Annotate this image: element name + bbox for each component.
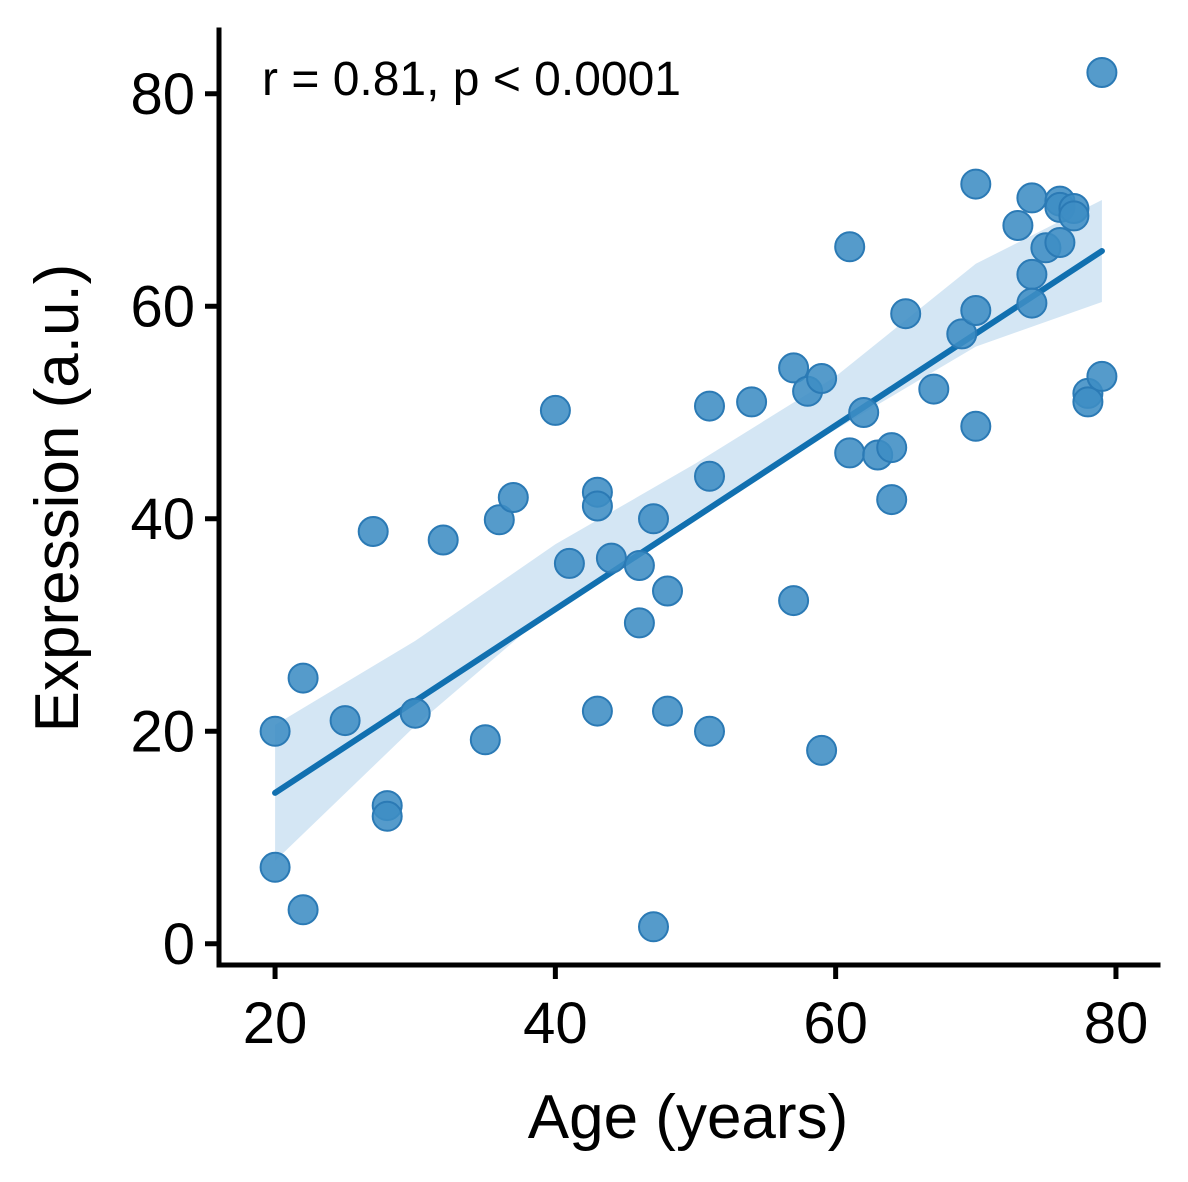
data-point xyxy=(778,585,810,617)
data-point xyxy=(469,724,501,756)
data-point xyxy=(483,504,515,536)
data-point xyxy=(329,705,361,737)
data-point xyxy=(259,715,291,747)
axes xyxy=(216,27,1161,968)
data-point xyxy=(1002,210,1034,241)
data-point xyxy=(960,410,992,442)
data-point xyxy=(834,231,866,263)
data-point xyxy=(652,695,683,727)
data-point xyxy=(287,894,319,926)
data-point xyxy=(1058,200,1090,232)
x-tick-label: 80 xyxy=(1084,991,1149,1056)
data-point xyxy=(623,607,655,639)
data-point xyxy=(357,516,389,547)
data-point xyxy=(694,390,725,422)
data-point xyxy=(595,542,627,574)
data-point xyxy=(694,715,725,747)
data-point xyxy=(427,524,459,556)
data-point xyxy=(581,695,613,727)
data-point xyxy=(834,437,866,469)
y-tick-label: 0 xyxy=(163,912,195,977)
data-point xyxy=(1072,386,1104,418)
data-point xyxy=(848,397,880,428)
data-point xyxy=(371,800,403,832)
data-point xyxy=(806,734,838,766)
y-tick-label: 20 xyxy=(130,699,195,764)
x-tick-label: 40 xyxy=(523,991,588,1056)
data-point xyxy=(1016,258,1048,290)
data-point xyxy=(623,550,655,581)
data-point xyxy=(876,484,908,516)
confidence-band xyxy=(275,200,1102,861)
x-axis-title: Age (years) xyxy=(528,1083,848,1152)
data-point xyxy=(1086,360,1118,392)
data-point xyxy=(287,662,319,694)
data-point xyxy=(1016,182,1048,214)
regression-line-layer xyxy=(272,248,1105,796)
x-tick-label: 20 xyxy=(243,991,308,1056)
data-point xyxy=(736,386,768,418)
data-point xyxy=(960,168,992,200)
data-point xyxy=(652,575,683,607)
data-point xyxy=(497,482,529,513)
data-point xyxy=(918,373,950,405)
data-point xyxy=(694,460,725,492)
y-tick-label: 40 xyxy=(130,487,195,552)
data-point xyxy=(876,432,908,464)
data-point xyxy=(539,394,571,426)
confidence-band-layer xyxy=(275,200,1102,861)
data-point xyxy=(638,503,669,535)
regression-line xyxy=(272,248,1105,796)
x-tick-label: 60 xyxy=(803,991,868,1056)
data-point xyxy=(581,490,613,522)
data-point xyxy=(1086,57,1118,88)
data-points-layer xyxy=(259,57,1118,943)
y-axis-title: Expression (a.u.) xyxy=(23,264,92,733)
tick-marks: 20 40 60 80 0 20 40 60 80 xyxy=(130,62,1148,1056)
data-point xyxy=(259,851,291,883)
data-point xyxy=(1016,287,1048,319)
data-point xyxy=(806,363,838,394)
y-tick-label: 60 xyxy=(130,274,195,339)
data-point xyxy=(890,298,922,330)
data-point xyxy=(399,697,431,729)
data-point xyxy=(553,547,585,579)
data-point xyxy=(960,295,992,326)
y-tick-label: 80 xyxy=(130,62,195,127)
data-point xyxy=(778,352,810,384)
correlation-annotation: r = 0.81, p < 0.0001 xyxy=(262,53,681,106)
data-point xyxy=(1044,227,1076,258)
data-point xyxy=(638,911,669,943)
data-point xyxy=(946,318,978,350)
